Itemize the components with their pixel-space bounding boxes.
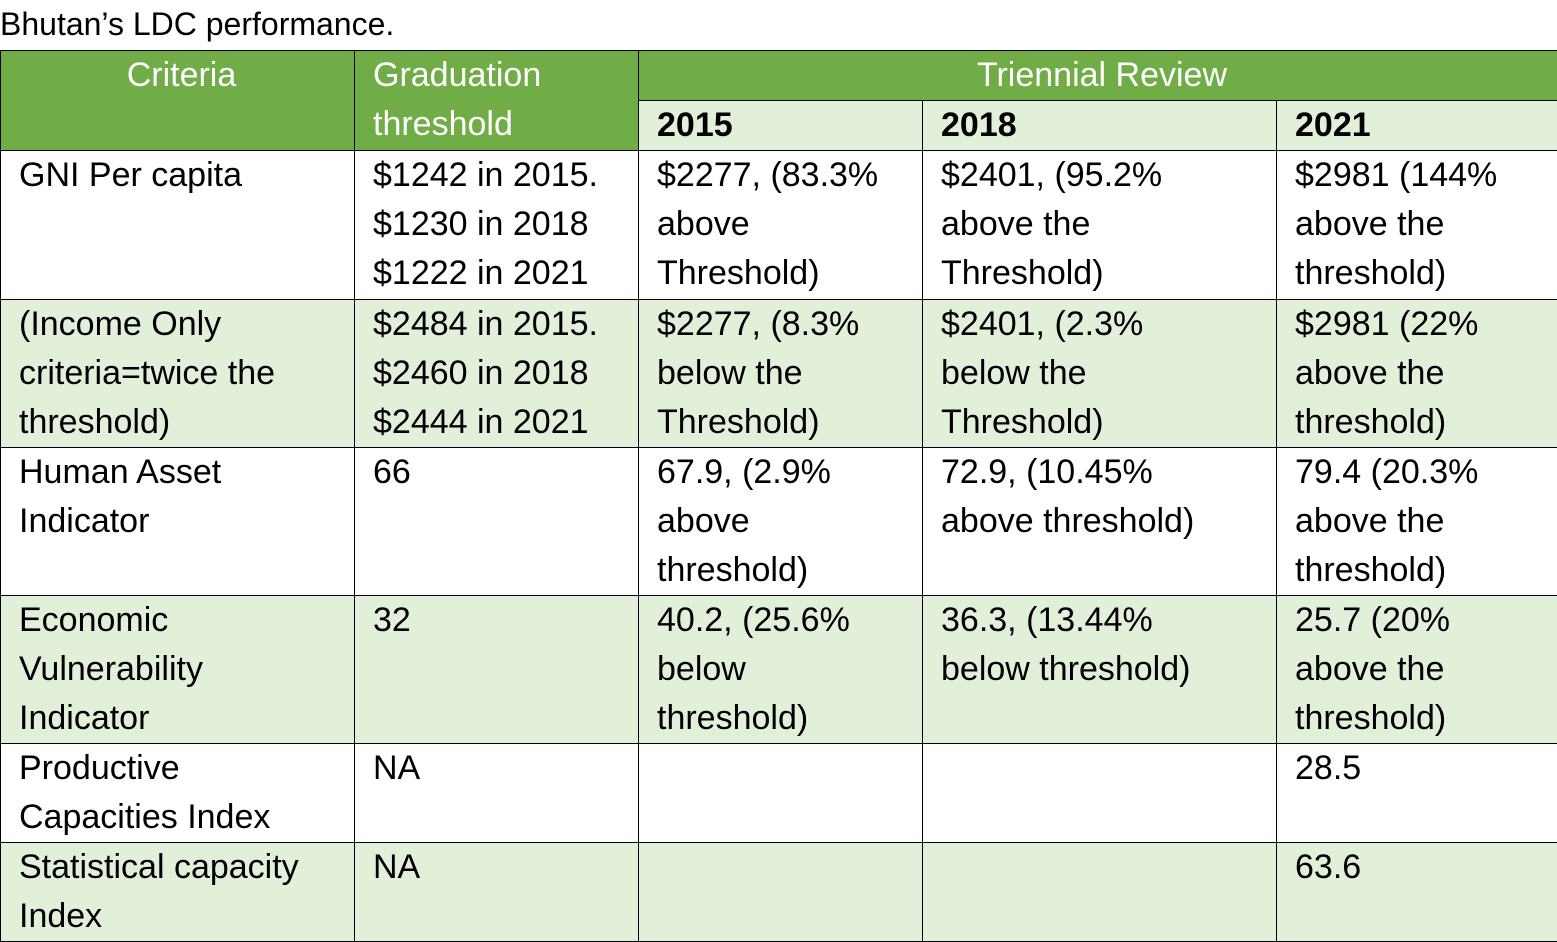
- value-2015-cell: [639, 744, 923, 843]
- table-row: Statistical capacity Index NA 63.6: [1, 843, 1557, 942]
- header-year-2021: 2021: [1277, 101, 1557, 151]
- header-year-2018: 2018: [923, 101, 1277, 151]
- criteria-cell: Statistical capacity Index: [1, 843, 355, 942]
- threshold-cell: 66: [355, 448, 639, 596]
- value-2021-cell: 63.6: [1277, 843, 1557, 942]
- value-2018-cell: [923, 843, 1277, 942]
- table-row: GNI Per capita $1242 in 2015. $1230 in 2…: [1, 151, 1557, 300]
- value-2021-cell: $2981 (22% above the threshold): [1277, 300, 1557, 448]
- threshold-cell: $1242 in 2015. $1230 in 2018 $1222 in 20…: [355, 151, 639, 300]
- table-row: Human Asset Indicator 66 67.9, (2.9% abo…: [1, 448, 1557, 596]
- value-2015-cell: 67.9, (2.9% above threshold): [639, 448, 923, 596]
- threshold-cell: NA: [355, 744, 639, 843]
- table-row: (Income Only criteria=twice the threshol…: [1, 300, 1557, 448]
- threshold-cell: 32: [355, 596, 639, 744]
- criteria-cell: GNI Per capita: [1, 151, 355, 300]
- value-2018-cell: 36.3, (13.44% below threshold): [923, 596, 1277, 744]
- criteria-cell: Economic Vulnerability Indicator: [1, 596, 355, 744]
- value-2021-cell: 79.4 (20.3% above the threshold): [1277, 448, 1557, 596]
- value-2021-cell: $2981 (144% above the threshold): [1277, 151, 1557, 300]
- table-caption: Bhutan’s LDC performance.: [0, 4, 394, 44]
- value-2018-cell: 72.9, (10.45% above threshold): [923, 448, 1277, 596]
- criteria-cell: Human Asset Indicator: [1, 448, 355, 596]
- value-2015-cell: $2277, (83.3% above Threshold): [639, 151, 923, 300]
- criteria-cell: Productive Capacities Index: [1, 744, 355, 843]
- value-2015-cell: $2277, (8.3% below the Threshold): [639, 300, 923, 448]
- threshold-cell: $2484 in 2015. $2460 in 2018 $2444 in 20…: [355, 300, 639, 448]
- value-2018-cell: $2401, (95.2% above the Threshold): [923, 151, 1277, 300]
- value-2021-cell: 25.7 (20% above the threshold): [1277, 596, 1557, 744]
- threshold-cell: NA: [355, 843, 639, 942]
- value-2015-cell: [639, 843, 923, 942]
- criteria-cell: (Income Only criteria=twice the threshol…: [1, 300, 355, 448]
- header-triennial-review: Triennial Review: [639, 51, 1557, 101]
- header-criteria: Criteria: [1, 51, 355, 151]
- value-2015-cell: 40.2, (25.6% below threshold): [639, 596, 923, 744]
- header-year-2015: 2015: [639, 101, 923, 151]
- value-2018-cell: $2401, (2.3% below the Threshold): [923, 300, 1277, 448]
- table-row: Productive Capacities Index NA 28.5: [1, 744, 1557, 843]
- header-graduation-threshold: Graduation threshold: [355, 51, 639, 151]
- ldc-performance-table: Criteria Graduation threshold Triennial …: [0, 50, 1557, 942]
- value-2021-cell: 28.5: [1277, 744, 1557, 843]
- table-row: Economic Vulnerability Indicator 32 40.2…: [1, 596, 1557, 744]
- value-2018-cell: [923, 744, 1277, 843]
